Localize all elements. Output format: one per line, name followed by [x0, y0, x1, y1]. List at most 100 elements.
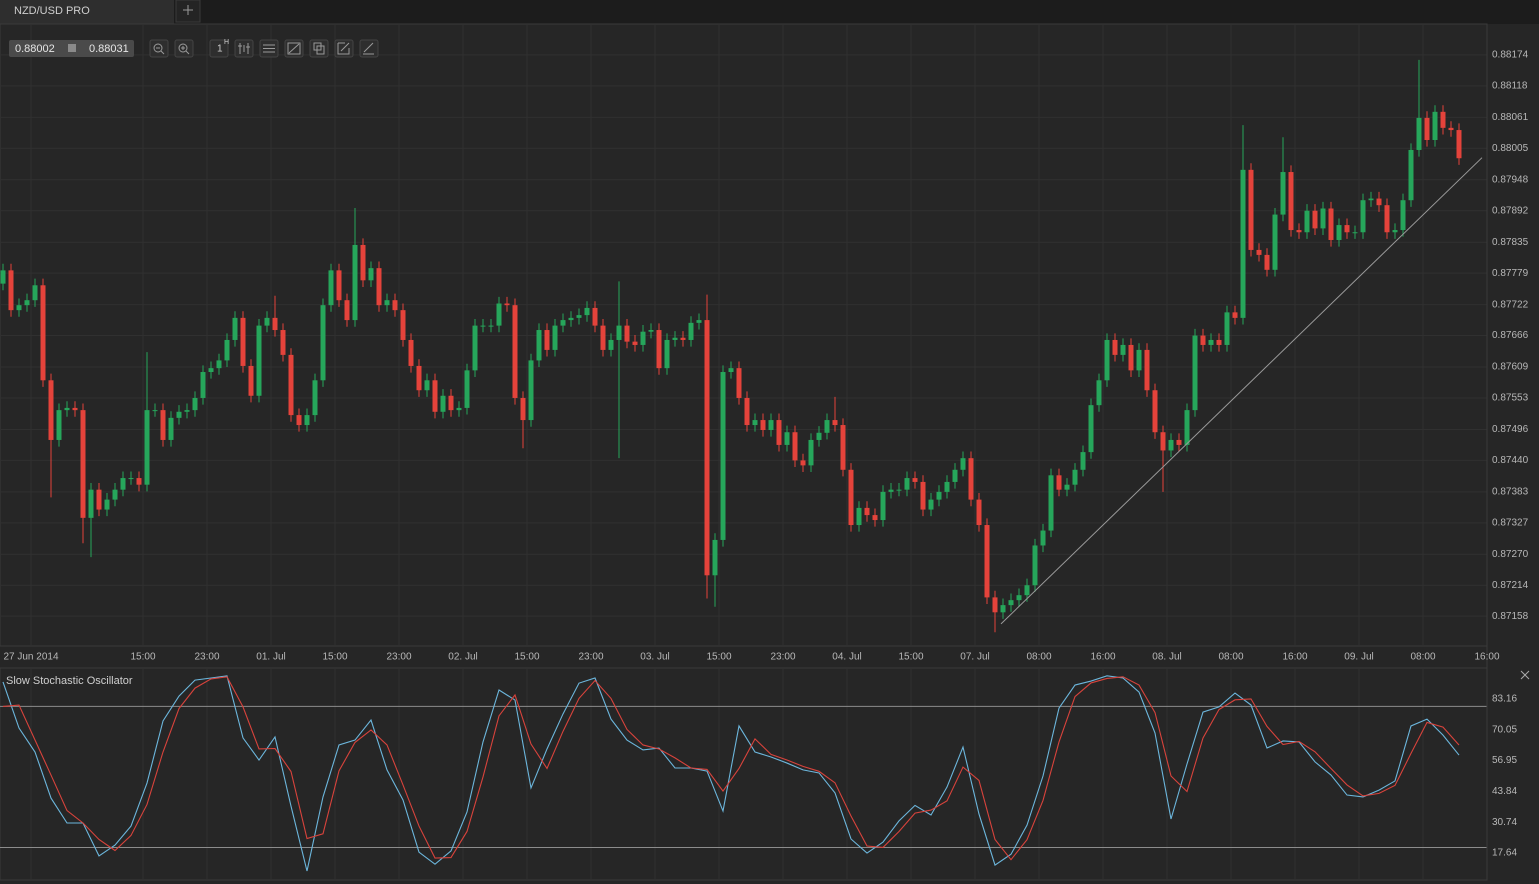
candle-body [72, 407, 78, 411]
candle-body [320, 305, 326, 381]
candle-body [584, 307, 590, 316]
candle-body [1080, 452, 1086, 470]
candle-body [240, 317, 246, 366]
candle-body [368, 268, 374, 281]
candle-body [88, 489, 94, 518]
plot-layer [0, 24, 1488, 880]
candle-body [296, 415, 302, 426]
candle-body [808, 439, 814, 466]
y-tick-label: 0.88174 [1492, 50, 1529, 61]
pencil-button[interactable] [359, 39, 379, 58]
candle-body [880, 491, 886, 521]
zoom-out-button[interactable] [149, 39, 169, 58]
candle-body [8, 270, 14, 311]
candle-body [360, 244, 366, 281]
candle-body [1200, 335, 1206, 345]
candle-body [1264, 254, 1270, 270]
candle-body [216, 360, 222, 369]
candle-body [1096, 380, 1102, 406]
candle-body [192, 397, 198, 411]
y-tick-label: 70.05 [1492, 724, 1517, 735]
candle-body [1168, 439, 1174, 451]
candle-body [1048, 475, 1054, 531]
zoom-in-button[interactable] [174, 39, 194, 58]
candle-body [0, 270, 6, 284]
candle-body [608, 339, 614, 350]
candle-body [824, 420, 830, 433]
candle-body [720, 372, 726, 540]
x-tick-label: 23:00 [578, 652, 603, 663]
candle-body [256, 325, 262, 396]
candle-body [864, 507, 870, 516]
x-tick-label: 15:00 [898, 652, 923, 663]
candle-body [384, 300, 390, 306]
x-tick-label: 08:00 [1026, 652, 1051, 663]
y-tick-label: 0.87666 [1492, 330, 1529, 341]
candle-body [232, 317, 238, 340]
draw-line-button[interactable] [284, 39, 304, 58]
candle-body [512, 305, 518, 398]
x-tick-label: 16:00 [1474, 652, 1499, 663]
x-tick-label: 09. Jul [1344, 652, 1373, 663]
candle-body [680, 337, 686, 340]
candle-body [1432, 111, 1438, 141]
candle-body [136, 478, 142, 485]
candle-body [840, 425, 846, 470]
candle-body [496, 303, 502, 326]
y-tick-label: 0.88005 [1492, 143, 1529, 154]
candle-body [1240, 169, 1246, 318]
candle-body [1088, 405, 1094, 453]
candle-body [1424, 117, 1430, 141]
x-tick-label: 23:00 [770, 652, 795, 663]
chart-type-button[interactable] [234, 39, 254, 58]
candle-body [1192, 335, 1198, 411]
candle-body [976, 499, 982, 526]
copy-button[interactable] [309, 39, 329, 58]
candle-body [1216, 339, 1222, 345]
x-tick-label: 03. Jul [640, 652, 669, 663]
tab[interactable] [0, 0, 174, 24]
candle-body [736, 368, 742, 398]
candle-body [728, 368, 734, 373]
x-tick-label: 15:00 [322, 652, 347, 663]
candle-body [632, 341, 638, 345]
candle-body [912, 478, 918, 482]
x-tick-label: 04. Jul [832, 652, 861, 663]
candle-body [640, 331, 646, 345]
x-tick-label: 07. Jul [960, 652, 989, 663]
candle-body [1336, 225, 1342, 240]
period-button[interactable]: 1 H [209, 39, 229, 58]
candle-body [80, 410, 86, 518]
candle-body [752, 420, 758, 426]
candle-body [1360, 200, 1366, 233]
candle-body [56, 410, 62, 440]
candle-body [112, 489, 118, 500]
candle-body [688, 322, 694, 340]
candle-body [1056, 475, 1062, 490]
candle-body [440, 395, 446, 412]
candle-body [928, 499, 934, 510]
candle-body [560, 320, 566, 326]
period-value[interactable]: 1 [217, 44, 223, 55]
candle-body [408, 339, 414, 366]
candle-body [592, 307, 598, 326]
toolbar: 1 H [149, 39, 379, 58]
candle-body [1144, 349, 1150, 391]
candle-body [1296, 230, 1302, 233]
candle-body [528, 360, 534, 421]
period-unit[interactable]: H [224, 39, 229, 46]
edit-button[interactable] [334, 39, 354, 58]
indicators-button[interactable] [259, 39, 279, 58]
close-panel-button[interactable] [1520, 670, 1530, 680]
y-tick-label: 0.87158 [1492, 611, 1529, 622]
candle-body [200, 372, 206, 398]
candle-body [656, 330, 662, 369]
candle-body [920, 481, 926, 510]
candle-body [968, 458, 974, 500]
candle-body [1040, 530, 1046, 546]
tab-title[interactable]: NZD/USD PRO [14, 5, 90, 17]
candle-body [32, 285, 38, 301]
x-tick-label: 15:00 [706, 652, 731, 663]
